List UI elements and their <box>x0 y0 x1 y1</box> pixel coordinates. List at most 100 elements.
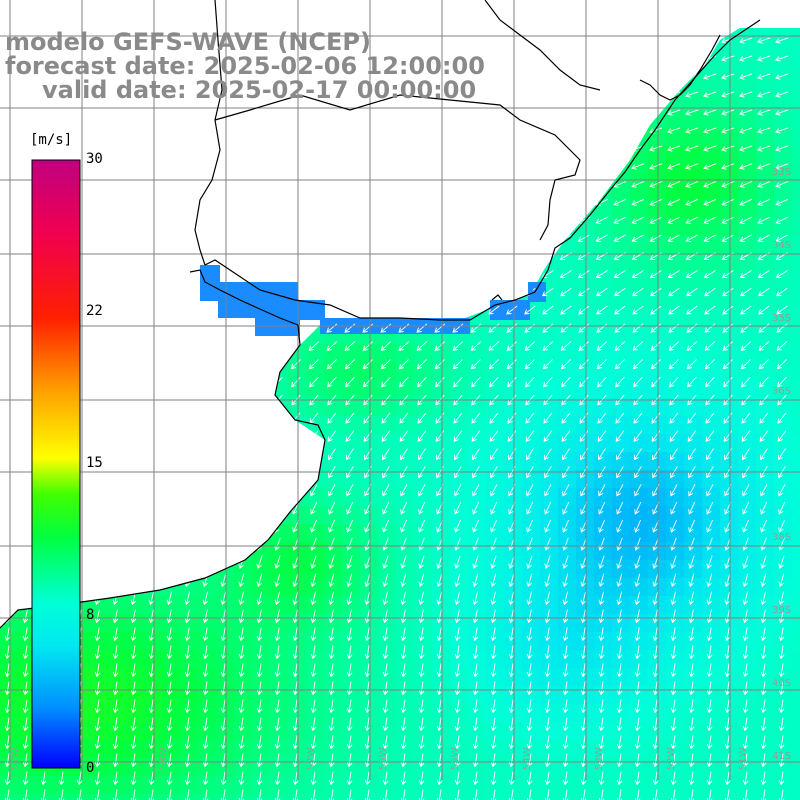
field-cell <box>414 668 433 687</box>
field-cell <box>252 182 271 201</box>
wind-arrow <box>775 145 789 152</box>
field-cell <box>270 182 289 201</box>
field-cell <box>666 344 685 363</box>
field-cell <box>216 470 235 489</box>
field-cell <box>0 506 19 525</box>
wind-arrow <box>289 145 303 152</box>
wind-arrow <box>307 109 321 116</box>
field-cell <box>702 758 721 777</box>
wind-arrow <box>22 663 29 678</box>
wind-arrow <box>778 663 785 678</box>
field-cell <box>522 326 541 345</box>
wind-arrow <box>777 412 787 424</box>
field-cell <box>360 794 379 800</box>
field-cell <box>684 308 703 327</box>
wind-arrow <box>37 109 51 116</box>
wind-arrow <box>722 305 734 315</box>
field-cell <box>504 236 523 255</box>
wind-arrow <box>470 359 481 370</box>
field-cell <box>0 776 19 795</box>
field-cell <box>324 344 343 363</box>
field-cell <box>198 110 217 129</box>
wind-arrow <box>328 484 336 497</box>
wind-arrow <box>506 341 518 351</box>
wind-arrow <box>111 376 121 388</box>
wind-arrow <box>469 109 483 116</box>
wind-arrow <box>238 717 245 732</box>
wind-arrow <box>92 359 103 370</box>
wind-arrow <box>616 591 623 606</box>
wind-arrow <box>471 412 481 424</box>
field-cell <box>504 74 523 93</box>
field-cell <box>774 290 793 309</box>
field-cell <box>684 596 703 615</box>
field-cell <box>540 578 559 597</box>
wind-arrow <box>578 341 590 351</box>
field-cell <box>234 128 253 147</box>
wind-arrow <box>652 771 659 786</box>
wind-arrow <box>148 645 155 660</box>
field-cell <box>180 128 199 147</box>
wind-arrow <box>523 55 537 62</box>
wind-arrow <box>400 627 407 642</box>
field-cell <box>162 272 181 291</box>
model-title: modelo GEFS-WAVE (NCEP) <box>5 28 371 56</box>
field-cell <box>540 488 559 507</box>
wind-arrow <box>469 127 483 134</box>
field-cell <box>522 758 541 777</box>
wind-arrow <box>130 663 137 678</box>
field-cell <box>378 146 397 165</box>
wind-arrow <box>739 73 753 80</box>
wind-arrow <box>238 771 245 786</box>
field-cell <box>90 722 109 741</box>
wind-arrow <box>775 55 789 62</box>
field-cell <box>396 632 415 651</box>
wind-arrow <box>181 109 195 116</box>
field-cell <box>576 722 595 741</box>
lon-label-7: 53W <box>594 747 605 770</box>
wind-arrow <box>292 681 299 696</box>
wind-arrow <box>469 198 483 206</box>
wind-arrow <box>436 771 443 786</box>
field-cell <box>684 38 703 57</box>
field-cell <box>270 668 289 687</box>
field-cell <box>144 614 163 633</box>
field-cell <box>396 704 415 723</box>
wind-arrow <box>238 645 245 660</box>
wind-arrow <box>22 699 29 714</box>
field-cell <box>0 758 19 777</box>
wind-arrow <box>4 717 11 732</box>
field-cell <box>108 578 127 597</box>
field-cell <box>108 146 127 165</box>
wind-arrow <box>110 341 122 351</box>
wind-arrow <box>364 645 371 660</box>
wind-arrow <box>669 376 679 388</box>
wind-arrow <box>289 163 303 170</box>
field-cell <box>414 200 433 219</box>
field-cell <box>720 722 739 741</box>
field-cell <box>162 182 181 201</box>
field-cell <box>360 506 379 525</box>
field-cell <box>90 506 109 525</box>
wind-arrow <box>595 270 608 278</box>
field-cell <box>252 614 271 633</box>
wind-arrow <box>472 537 479 551</box>
field-cell <box>306 182 325 201</box>
field-cell <box>216 542 235 561</box>
field-cell <box>648 650 667 669</box>
wind-arrow <box>434 305 446 315</box>
field-cell <box>756 722 775 741</box>
wind-arrow <box>382 663 389 678</box>
field-cell <box>180 704 199 723</box>
field-cell <box>522 776 541 795</box>
field-cell <box>612 758 631 777</box>
field-cell <box>450 686 469 705</box>
wind-arrow <box>598 681 605 696</box>
field-cell <box>774 434 793 453</box>
field-cell <box>558 308 577 327</box>
field-cell <box>558 398 577 417</box>
field-cell <box>108 686 127 705</box>
wind-arrow <box>634 699 641 714</box>
wind-arrow <box>220 663 227 678</box>
wind-arrow <box>742 771 749 786</box>
